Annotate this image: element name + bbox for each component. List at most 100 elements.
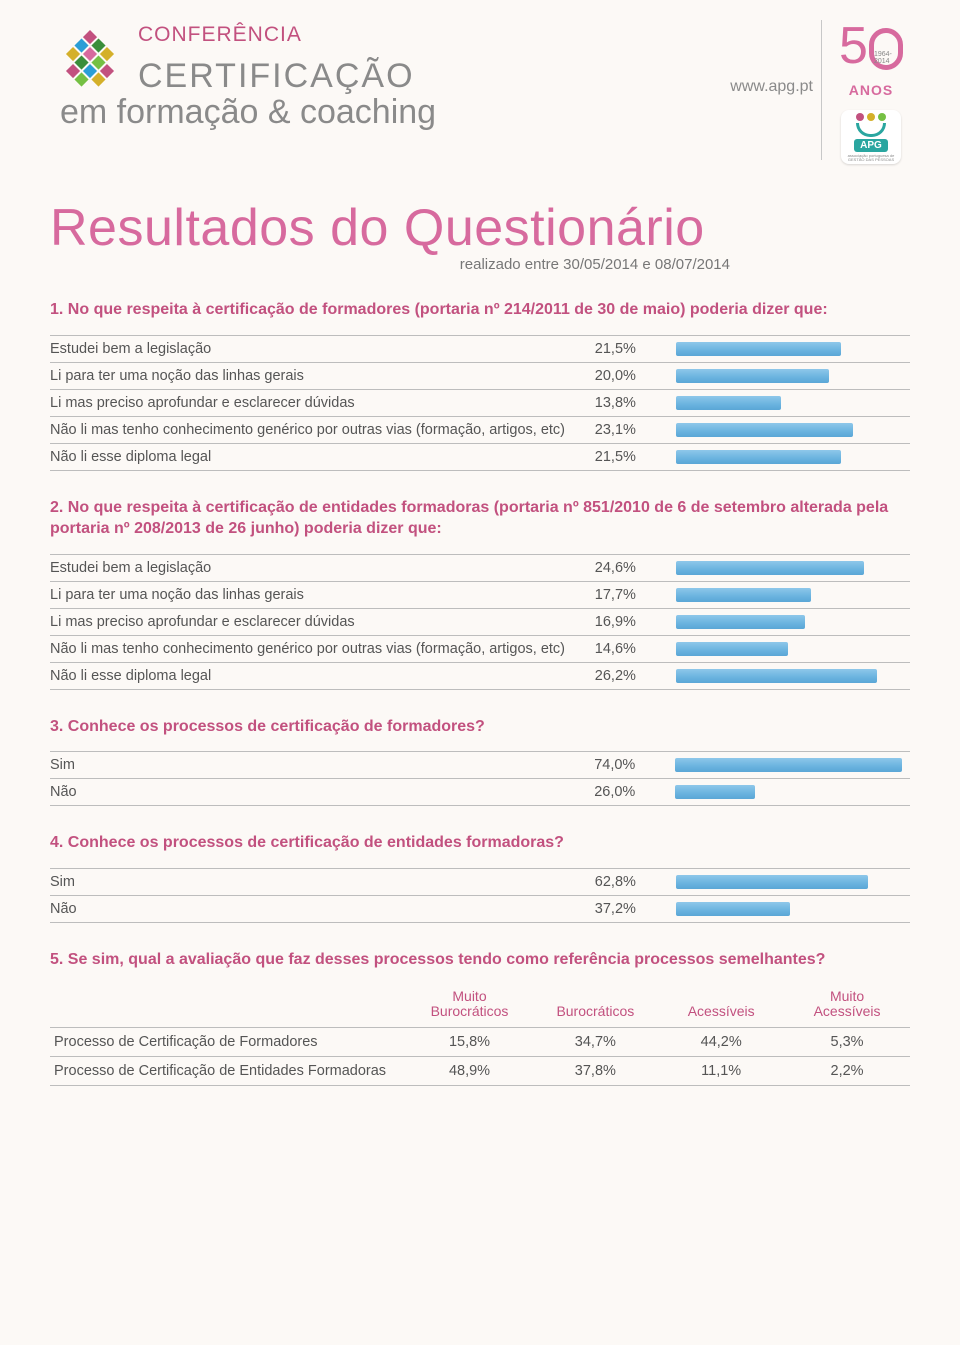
row-bar	[672, 443, 910, 470]
q5-cell: 34,7%	[532, 1028, 658, 1057]
q5-cell: 48,9%	[407, 1057, 533, 1086]
header-subtitulo: em formação & coaching	[60, 95, 436, 129]
row-label: Sim	[50, 868, 589, 895]
row-value: 16,9%	[589, 608, 672, 635]
q2-title: 2. No que respeita à certificação de ent…	[50, 497, 910, 540]
row-label: Não	[50, 895, 589, 922]
period-label: realizado entre 30/05/2014 e 08/07/2014	[50, 256, 730, 273]
row-value: 21,5%	[589, 335, 672, 362]
row-value: 62,8%	[589, 868, 672, 895]
q5-cell: 44,2%	[658, 1028, 784, 1057]
row-bar	[672, 581, 910, 608]
bar-fill	[675, 758, 902, 772]
row-bar	[672, 389, 910, 416]
bar-fill	[675, 785, 755, 799]
q5-cell: 37,8%	[532, 1057, 658, 1086]
row-label: Não li esse diploma legal	[50, 443, 589, 470]
row-label: Li mas preciso aprofundar e esclarecer d…	[50, 389, 589, 416]
q5-cell: 2,2%	[784, 1057, 910, 1086]
apg-badge-icon: APG associação portuguesa de GESTÃO DAS …	[841, 110, 901, 164]
q5-cell: 11,1%	[658, 1057, 784, 1086]
row-value: 14,6%	[589, 635, 672, 662]
row-bar	[672, 554, 910, 581]
row-value: 20,0%	[589, 362, 672, 389]
q3-table: Sim74,0%Não26,0%	[50, 751, 910, 806]
row-label: Li mas preciso aprofundar e esclarecer d…	[50, 608, 589, 635]
q5-col-3: MuitoAcessíveis	[784, 985, 910, 1028]
q3-title: 3. Conhece os processos de certificação …	[50, 716, 910, 738]
table-row: Sim62,8%	[50, 868, 910, 895]
row-value: 24,6%	[589, 554, 672, 581]
q5-row-1: Processo de Certificação de Entidades Fo…	[50, 1057, 910, 1086]
bar-fill	[676, 669, 877, 683]
row-label: Sim	[50, 752, 588, 779]
right-logos: 51964-2014 ANOS APG associação portugues…	[822, 20, 910, 164]
row-label: Não li esse diploma legal	[50, 662, 589, 689]
bar-fill	[676, 561, 865, 575]
row-label: Li para ter uma noção das linhas gerais	[50, 581, 589, 608]
row-label: Não li mas tenho conhecimento genérico p…	[50, 635, 589, 662]
q5-cell: 5,3%	[784, 1028, 910, 1057]
diamond-logo-icon	[50, 24, 130, 104]
table-row: Sim74,0%	[50, 752, 910, 779]
row-bar	[672, 868, 910, 895]
row-bar	[672, 608, 910, 635]
q5-row-0: Processo de Certificação de Formadores 1…	[50, 1028, 910, 1057]
row-value: 37,2%	[589, 895, 672, 922]
table-row: Estudei bem a legislação24,6%	[50, 554, 910, 581]
header: CONFERÊNCIA CERTIFICAÇÃO em formação & c…	[50, 20, 910, 164]
bar-fill	[676, 450, 841, 464]
q5-row-label: Processo de Certificação de Entidades Fo…	[50, 1057, 407, 1086]
q4-title: 4. Conhece os processos de certificação …	[50, 832, 910, 854]
logo-block: CONFERÊNCIA CERTIFICAÇÃO em formação & c…	[50, 20, 436, 129]
row-value: 26,0%	[588, 779, 671, 806]
table-row: Li mas preciso aprofundar e esclarecer d…	[50, 389, 910, 416]
row-value: 13,8%	[589, 389, 672, 416]
row-label: Li para ter uma noção das linhas gerais	[50, 362, 589, 389]
row-bar	[672, 335, 910, 362]
table-row: Li mas preciso aprofundar e esclarecer d…	[50, 608, 910, 635]
header-certificacao: CERTIFICAÇÃO	[138, 59, 436, 93]
row-bar	[671, 779, 910, 806]
table-row: Li para ter uma noção das linhas gerais2…	[50, 362, 910, 389]
q1-table: Estudei bem a legislação21,5%Li para ter…	[50, 335, 910, 471]
row-label: Não li mas tenho conhecimento genérico p…	[50, 416, 589, 443]
q5-cell: 15,8%	[407, 1028, 533, 1057]
row-value: 17,7%	[589, 581, 672, 608]
row-value: 74,0%	[588, 752, 671, 779]
anos-label: ANOS	[849, 82, 893, 98]
row-bar	[672, 635, 910, 662]
row-value: 23,1%	[589, 416, 672, 443]
row-value: 21,5%	[589, 443, 672, 470]
bar-fill	[676, 588, 812, 602]
table-row: Não li esse diploma legal26,2%	[50, 662, 910, 689]
q2-table: Estudei bem a legislação24,6%Li para ter…	[50, 554, 910, 690]
bar-fill	[676, 875, 869, 889]
q5-table: MuitoBurocráticos Burocráticos Acessívei…	[50, 985, 910, 1087]
bar-fill	[676, 902, 790, 916]
header-url: www.apg.pt	[730, 20, 822, 160]
fifty-logo-icon: 51964-2014	[839, 20, 903, 72]
table-row: Não li mas tenho conhecimento genérico p…	[50, 416, 910, 443]
q5-title: 5. Se sim, qual a avaliação que faz dess…	[50, 949, 910, 971]
bar-fill	[676, 423, 853, 437]
table-row: Não li mas tenho conhecimento genérico p…	[50, 635, 910, 662]
title-stack: CONFERÊNCIA CERTIFICAÇÃO em formação & c…	[138, 20, 436, 129]
row-bar	[672, 895, 910, 922]
header-conferencia: CONFERÊNCIA	[138, 24, 436, 45]
page-title: Resultados do Questionário	[50, 198, 910, 258]
row-label: Não	[50, 779, 588, 806]
q1-title: 1. No que respeita à certificação de for…	[50, 299, 910, 321]
bar-fill	[676, 615, 806, 629]
q5-col-2: Acessíveis	[658, 985, 784, 1028]
table-row: Não li esse diploma legal21,5%	[50, 443, 910, 470]
bar-fill	[676, 342, 841, 356]
q5-header-row: MuitoBurocráticos Burocráticos Acessívei…	[50, 985, 910, 1028]
q4-table: Sim62,8%Não37,2%	[50, 868, 910, 923]
q5-row-label: Processo de Certificação de Formadores	[50, 1028, 407, 1057]
table-row: Estudei bem a legislação21,5%	[50, 335, 910, 362]
row-value: 26,2%	[589, 662, 672, 689]
bar-fill	[676, 369, 829, 383]
q5-col-1: Burocráticos	[532, 985, 658, 1028]
row-label: Estudei bem a legislação	[50, 554, 589, 581]
